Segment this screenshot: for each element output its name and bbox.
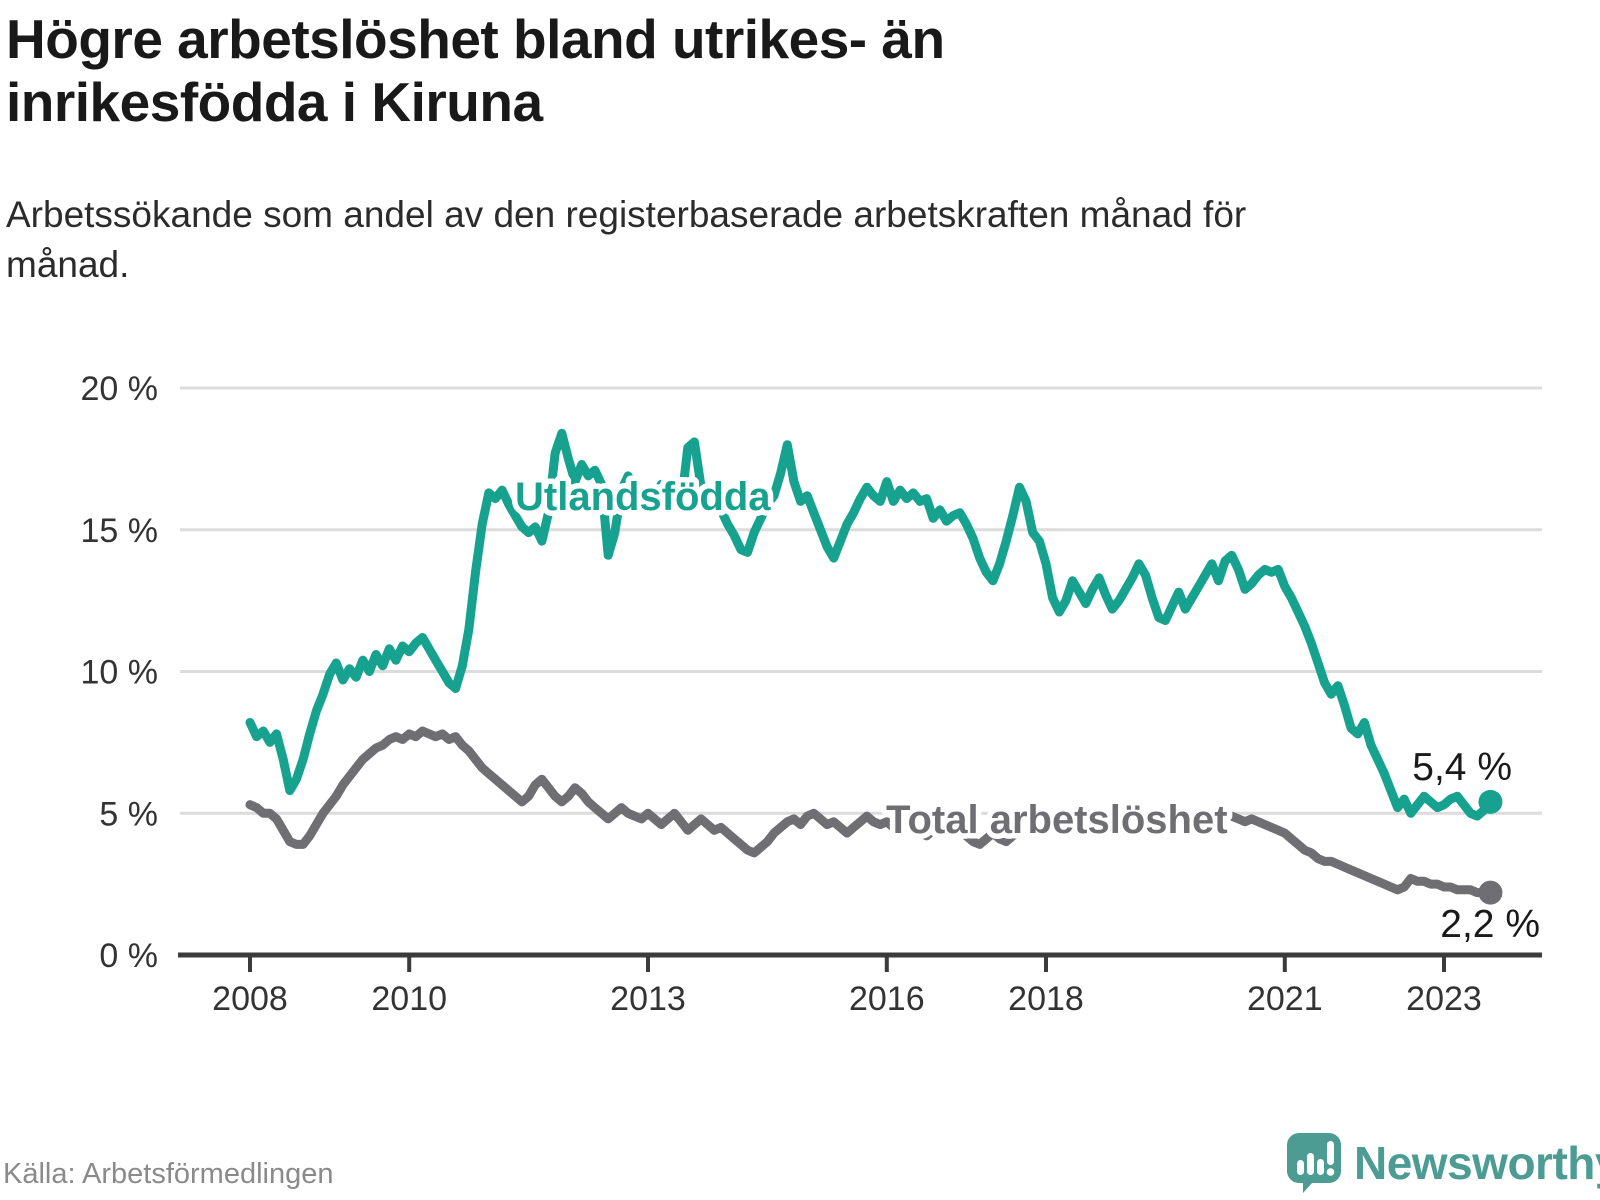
series-end-dot-utlandsfodda [1478, 789, 1503, 814]
logo-exclamation-bar [1327, 1141, 1334, 1165]
x-tick-label-2013: 2013 [610, 980, 686, 1018]
series-line-utlandsfodda [245, 428, 1495, 821]
x-tick-label-2023: 2023 [1406, 980, 1482, 1018]
logo-exclamation-dot [1326, 1168, 1335, 1176]
series-label-total: Total arbetslöshet [886, 798, 1228, 842]
logo-bar-2 [1307, 1153, 1314, 1175]
logo-bar-3 [1317, 1159, 1324, 1175]
chart-subtitle: Arbetssökande som andel av den registerb… [6, 194, 1247, 285]
x-tick-label-2010: 2010 [371, 980, 447, 1018]
y-tick-label-15: 15 % [81, 512, 159, 550]
x-tick-label-2016: 2016 [849, 980, 925, 1018]
newsworthy-logo-text: Newsworthy [1354, 1137, 1600, 1189]
chart-title: Högre arbetslöshet bland utrikes- än inr… [6, 8, 945, 134]
logo-bar-1 [1297, 1160, 1304, 1175]
x-tick-label-2021: 2021 [1247, 980, 1323, 1018]
series-line-total [245, 726, 1495, 898]
source-text: Källa: Arbetsförmedlingen [3, 1158, 334, 1190]
newsworthy-logo-icon [1287, 1133, 1341, 1193]
y-tick-label-0: 0 % [99, 937, 158, 975]
end-value-label-utlandsfodda: 5,4 % [1412, 746, 1512, 789]
x-tick-label-2018: 2018 [1008, 980, 1084, 1018]
series-label-utlandsfodda: Utlandsfödda [515, 475, 771, 519]
series-end-dot-total [1478, 880, 1503, 905]
end-value-label-total: 2,2 % [1440, 903, 1540, 946]
x-tick-label-2008: 2008 [212, 980, 288, 1018]
y-tick-label-20: 20 % [81, 370, 159, 408]
y-tick-label-5: 5 % [99, 795, 158, 833]
newsworthy-logo: Newsworthy [1286, 1132, 1600, 1194]
y-tick-label-10: 10 % [81, 654, 159, 692]
